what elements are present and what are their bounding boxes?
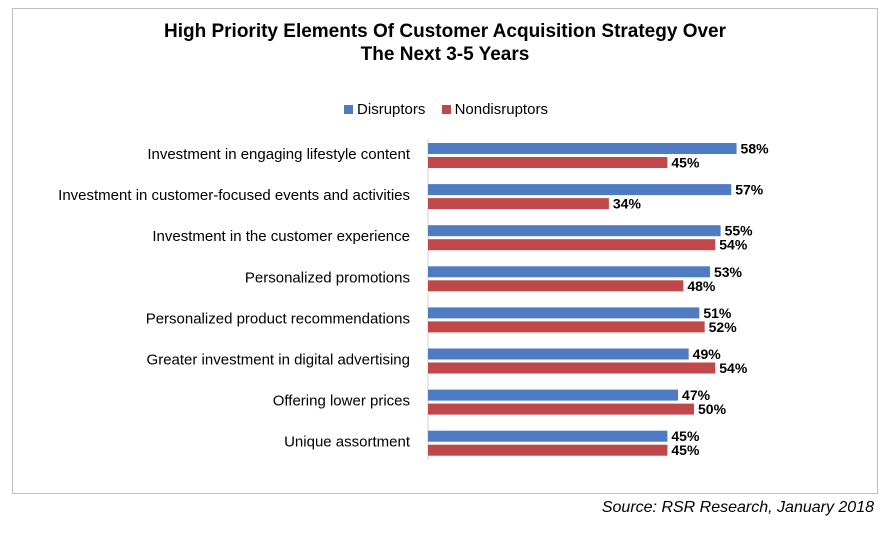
bar-nondisruptors-investment-in-the-customer-experience — [428, 239, 716, 251]
value-label-disruptors-investment-in-customer-focused-events-and-activities: 57% — [735, 182, 764, 198]
value-label-disruptors-personalized-product-recommendations: 51% — [703, 305, 732, 321]
source-note: Source: RSR Research, January 2018 — [601, 499, 874, 516]
value-label-disruptors-unique-assortment: 45% — [671, 428, 700, 444]
bar-disruptors-personalized-promotions — [428, 266, 710, 278]
value-label-nondisruptors-unique-assortment: 45% — [671, 442, 700, 458]
chart-title-line-1: High Priority Elements Of Customer Acqui… — [163, 21, 727, 42]
value-label-nondisruptors-personalized-product-recommendations: 52% — [709, 319, 738, 335]
bar-disruptors-personalized-product-recommendations — [428, 307, 700, 319]
category-label-offering-lower-prices: Offering lower prices — [273, 393, 410, 410]
chart-legend: Disruptors Nondisruptors — [0, 101, 892, 118]
value-label-nondisruptors-greater-investment-in-digital-advertising: 54% — [719, 360, 748, 376]
value-label-nondisruptors-investment-in-engaging-lifestyle-content: 45% — [671, 155, 700, 171]
value-label-nondisruptors-investment-in-customer-focused-events-and-activities: 34% — [613, 196, 642, 212]
legend-item-disruptors: Disruptors — [344, 101, 425, 118]
bar-disruptors-offering-lower-prices — [428, 389, 679, 401]
value-label-disruptors-personalized-promotions: 53% — [714, 264, 743, 280]
bar-nondisruptors-greater-investment-in-digital-advertising — [428, 362, 716, 374]
bar-disruptors-investment-in-customer-focused-events-and-activities — [428, 184, 732, 196]
bar-disruptors-investment-in-engaging-lifestyle-content — [428, 143, 737, 154]
value-label-nondisruptors-offering-lower-prices: 50% — [698, 401, 727, 417]
value-label-nondisruptors-personalized-promotions: 48% — [687, 278, 716, 294]
value-label-disruptors-investment-in-the-customer-experience: 55% — [725, 223, 754, 239]
bar-nondisruptors-personalized-product-recommendations — [428, 321, 705, 333]
bar-nondisruptors-personalized-promotions — [428, 280, 684, 292]
category-label-personalized-product-recommendations: Personalized product recommendations — [146, 310, 410, 327]
bar-nondisruptors-unique-assortment — [428, 444, 668, 456]
legend-swatch-nondisruptors — [441, 105, 451, 114]
chart-title: High Priority Elements Of Customer Acqui… — [12, 20, 878, 66]
legend-label-nondisruptors: Nondisruptors — [454, 101, 548, 118]
category-label-greater-investment-in-digital-advertising: Greater investment in digital advertisin… — [147, 352, 410, 369]
legend-label-disruptors: Disruptors — [357, 101, 426, 118]
value-label-disruptors-investment-in-engaging-lifestyle-content: 58% — [741, 141, 770, 157]
bar-nondisruptors-investment-in-engaging-lifestyle-content — [428, 157, 668, 168]
bar-nondisruptors-offering-lower-prices — [428, 403, 694, 415]
bar-disruptors-greater-investment-in-digital-advertising — [428, 348, 689, 360]
bar-nondisruptors-investment-in-customer-focused-events-and-activities — [428, 198, 609, 210]
value-label-disruptors-greater-investment-in-digital-advertising: 49% — [693, 346, 722, 362]
bar-disruptors-investment-in-the-customer-experience — [428, 225, 721, 237]
category-label-unique-assortment: Unique assortment — [284, 434, 411, 451]
category-label-personalized-promotions: Personalized promotions — [245, 269, 410, 286]
category-label-investment-in-customer-focused-events-and-activities: Investment in customer-focused events an… — [58, 187, 410, 204]
category-label-investment-in-engaging-lifestyle-content: Investment in engaging lifestyle content — [147, 146, 410, 163]
chart-frame — [12, 8, 878, 494]
value-label-nondisruptors-investment-in-the-customer-experience: 54% — [719, 237, 748, 253]
value-label-disruptors-offering-lower-prices: 47% — [682, 387, 711, 403]
legend-swatch-disruptors — [344, 105, 354, 114]
bar-disruptors-unique-assortment — [428, 430, 668, 442]
chart-title-line-2: The Next 3-5 Years — [360, 44, 530, 65]
legend-item-nondisruptors: Nondisruptors — [441, 101, 548, 118]
category-label-investment-in-the-customer-experience: Investment in the customer experience — [152, 228, 410, 245]
